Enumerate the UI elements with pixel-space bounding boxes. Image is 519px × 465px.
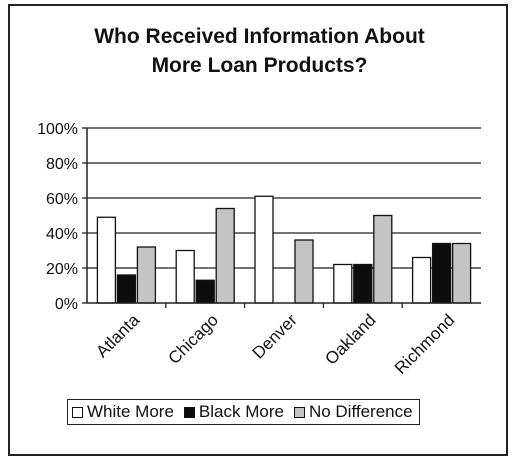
bar-no-difference-oakland	[373, 214, 393, 304]
bar-black-more-atlanta	[116, 274, 137, 304]
bar-no-difference-atlanta	[136, 246, 157, 304]
y-tick-label: 80%	[46, 156, 78, 173]
chart-title-line-1: Who Received Information About	[94, 25, 425, 48]
x-category-label: Oakland	[321, 310, 379, 368]
bar-white-more-chicago	[175, 249, 195, 304]
x-category-label: Denver	[249, 310, 301, 362]
legend-swatch-no-difference	[293, 406, 305, 418]
legend-item-black-more: Black More	[183, 402, 284, 422]
bar-black-more-chicago	[195, 279, 215, 304]
x-category-label: Richmond	[391, 310, 459, 378]
bar-white-more-richmond	[411, 256, 432, 304]
bar-black-more-oakland	[353, 263, 373, 304]
legend-item-no-difference: No Difference	[293, 402, 413, 422]
chart-title-line-2: More Loan Products?	[151, 54, 368, 77]
bars	[96, 195, 472, 304]
y-tick-label: 20%	[46, 261, 78, 278]
bar-no-difference-richmond	[451, 242, 472, 304]
legend-swatch-black-more	[183, 406, 195, 418]
legend-label-white-more: White More	[87, 402, 174, 421]
legend-label-no-difference: No Difference	[308, 402, 413, 421]
legend: White More Black More No Difference	[67, 399, 420, 425]
bar-black-more-richmond	[431, 242, 452, 304]
y-tick-label: 40%	[46, 226, 78, 243]
bar-no-difference-denver	[294, 239, 314, 304]
bar-white-more-oakland	[333, 263, 353, 304]
y-tick-label: 60%	[46, 191, 78, 208]
x-category-label: Atlanta	[92, 310, 143, 361]
bar-white-more-atlanta	[96, 216, 117, 304]
bar-no-difference-chicago	[215, 207, 235, 304]
legend-label-black-more: Black More	[198, 402, 284, 421]
legend-swatch-white-more	[72, 406, 83, 418]
y-tick-label: 100%	[37, 121, 78, 138]
y-tick-label: 0%	[55, 296, 78, 313]
axes	[82, 127, 481, 308]
legend-item-white-more: White More	[72, 402, 174, 422]
bar-white-more-denver	[254, 195, 274, 304]
chart-title: Who Received Information About More Loan…	[0, 22, 519, 80]
x-category-label: Chicago	[164, 310, 222, 368]
